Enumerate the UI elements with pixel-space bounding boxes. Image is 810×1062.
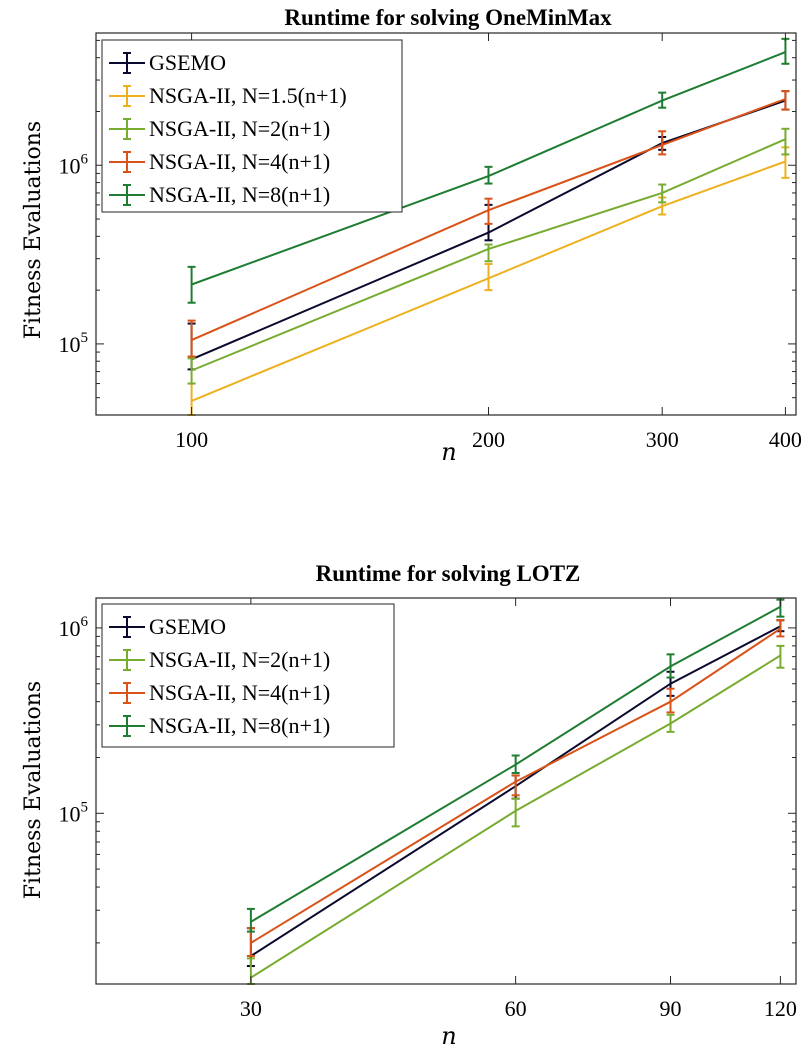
y-tick-label: 106 xyxy=(59,151,89,178)
legend-entry: NSGA-II, N=1.5(n+1) xyxy=(109,83,347,108)
legend-label: GSEMO xyxy=(149,50,226,75)
x-tick-label: 400 xyxy=(769,427,802,452)
y-axis-label: Fitness Evaluations xyxy=(21,121,46,339)
error-bar xyxy=(658,91,667,109)
chart-marks xyxy=(187,37,790,416)
series-line xyxy=(191,160,786,402)
x-tick-label: 100 xyxy=(175,427,208,452)
x-axis-ticks: 30 60 90 120 xyxy=(240,598,797,1021)
legend-label: NSGA-II, N=8(n+1) xyxy=(149,182,330,207)
y-tick-mantissa: 10 xyxy=(59,616,81,641)
legend-entry: NSGA-II, N=2(n+1) xyxy=(109,116,330,141)
x-axis-label: n xyxy=(441,438,456,466)
error-bar xyxy=(187,357,196,385)
y-tick-exponent: 5 xyxy=(81,330,89,346)
series-line xyxy=(191,51,786,286)
error-bar xyxy=(776,644,785,669)
x-tick-label: 90 xyxy=(660,996,682,1021)
x-tick-label: 200 xyxy=(472,427,505,452)
error-bar xyxy=(781,127,790,156)
error-bar xyxy=(511,754,520,774)
x-tick-label: 300 xyxy=(646,427,679,452)
error-bar xyxy=(484,197,493,225)
error-bar xyxy=(781,37,790,65)
y-tick-label: 106 xyxy=(59,614,89,641)
legend-label: NSGA-II, N=2(n+1) xyxy=(149,647,330,672)
legend-entry: NSGA-II, N=4(n+1) xyxy=(109,149,330,174)
y-tick-exponent: 6 xyxy=(81,151,89,167)
error-bar xyxy=(658,183,667,204)
legend-entries: GSEMO NSGA-II, N=1.5(n+1) NSGA-II, N=2(n+1… xyxy=(109,50,347,207)
y-tick-mantissa: 10 xyxy=(59,153,81,178)
series-line xyxy=(191,138,786,372)
error-bar xyxy=(666,653,675,679)
legend-entry: NSGA-II, N=8(n+1) xyxy=(109,713,330,738)
chart-title: Runtime for solving LOTZ xyxy=(316,561,581,586)
y-tick-exponent: 5 xyxy=(81,799,89,815)
y-axis-label: Fitness Evaluations xyxy=(21,681,46,899)
legend-label: NSGA-II, N=4(n+1) xyxy=(149,680,330,705)
error-bar xyxy=(187,265,196,304)
y-tick-label: 105 xyxy=(59,330,89,357)
x-tick-label: 120 xyxy=(764,996,797,1021)
error-bar xyxy=(484,165,493,185)
legend-entry: GSEMO xyxy=(109,614,226,639)
legend-label: NSGA-II, N=8(n+1) xyxy=(149,713,330,738)
legend-label: NSGA-II, N=1.5(n+1) xyxy=(149,83,347,108)
legend-box xyxy=(101,39,403,213)
x-axis-ticks: 100 200 300 400 xyxy=(175,33,802,452)
legend-label: NSGA-II, N=4(n+1) xyxy=(149,149,330,174)
error-bar xyxy=(666,687,675,714)
chart-marks xyxy=(246,598,785,985)
series-line xyxy=(191,98,786,342)
plot-frame xyxy=(95,32,797,416)
error-bar xyxy=(666,713,675,733)
legend-entry: NSGA-II, N=4(n+1) xyxy=(109,680,330,705)
chart-panel-oneminmax: Runtime for solving OneMinMax 100 200 300 4… xyxy=(21,5,802,466)
series-line xyxy=(250,654,781,979)
error-bar xyxy=(187,319,196,358)
y-tick-label: 105 xyxy=(59,799,89,826)
series-line xyxy=(250,605,781,923)
error-bar xyxy=(776,619,785,638)
legend-label: NSGA-II, N=2(n+1) xyxy=(149,116,330,141)
chart-title: Runtime for solving OneMinMax xyxy=(284,5,612,30)
y-tick-mantissa: 10 xyxy=(59,332,81,357)
error-bar xyxy=(511,774,520,797)
error-bar xyxy=(246,907,255,933)
legend-entries: GSEMO NSGA-II, N=2(n+1) NSGA-II, N=4(n+1) N… xyxy=(109,614,330,738)
x-tick-label: 30 xyxy=(240,996,262,1021)
y-tick-mantissa: 10 xyxy=(59,801,81,826)
series-line xyxy=(250,627,781,944)
legend: GSEMO NSGA-II, N=2(n+1) NSGA-II, N=4(n+1) N… xyxy=(101,603,395,748)
error-bar xyxy=(658,130,667,156)
error-bar xyxy=(781,90,790,111)
chart-panel-lotz: Runtime for solving LOTZ 30 60 90 120 10510… xyxy=(21,561,797,1050)
x-axis-label: n xyxy=(441,1022,456,1050)
plot-frame xyxy=(95,597,797,985)
y-tick-exponent: 6 xyxy=(81,614,89,630)
error-bar xyxy=(511,797,520,828)
legend-entry: NSGA-II, N=2(n+1) xyxy=(109,647,330,672)
series-line xyxy=(250,625,781,957)
legend: GSEMO NSGA-II, N=1.5(n+1) NSGA-II, N=2(n+1… xyxy=(101,39,403,213)
error-bar xyxy=(484,243,493,263)
legend-label: GSEMO xyxy=(149,614,226,639)
legend-entry: NSGA-II, N=8(n+1) xyxy=(109,182,330,207)
x-tick-label: 60 xyxy=(505,996,527,1021)
legend-box xyxy=(101,603,395,748)
error-bar xyxy=(484,263,493,292)
legend-entry: GSEMO xyxy=(109,50,226,75)
